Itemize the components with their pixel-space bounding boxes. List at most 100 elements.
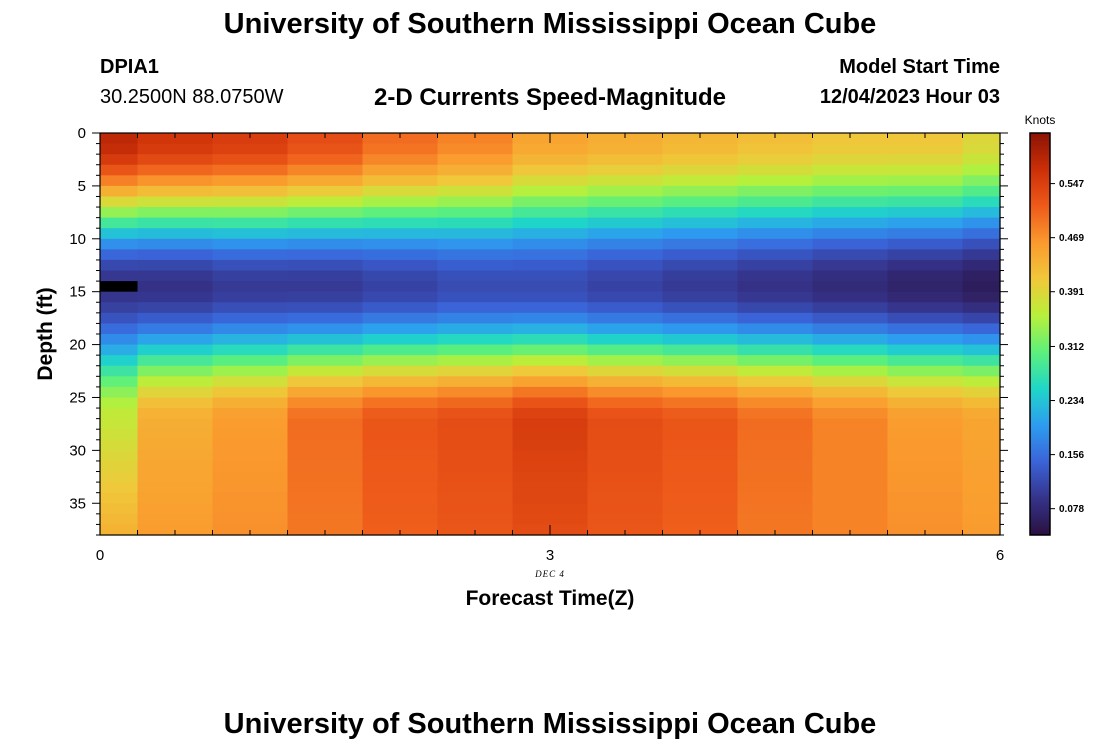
heatmap-cell bbox=[437, 365, 514, 377]
heatmap-cell bbox=[737, 164, 814, 176]
heatmap-cell bbox=[212, 503, 289, 515]
heatmap-cell bbox=[512, 429, 589, 441]
heatmap-cell bbox=[962, 471, 1001, 483]
heatmap-cell bbox=[137, 344, 214, 356]
heatmap-cell bbox=[662, 175, 739, 187]
heatmap-cell bbox=[662, 291, 739, 303]
heatmap-cell bbox=[887, 492, 964, 504]
heatmap-cell bbox=[287, 291, 364, 303]
heatmap-cell bbox=[662, 164, 739, 176]
heatmap-cell bbox=[737, 281, 814, 293]
heatmap-cell bbox=[212, 228, 289, 240]
heatmap-cell bbox=[212, 259, 289, 272]
heatmap-cell bbox=[100, 397, 139, 409]
station-id: DPIA1 bbox=[100, 56, 159, 78]
heatmap-cell bbox=[512, 482, 589, 494]
heatmap-cell bbox=[100, 154, 139, 166]
heatmap-cell bbox=[100, 259, 139, 272]
station-coordinates: 30.2500N 88.0750W bbox=[100, 86, 284, 108]
heatmap-cell bbox=[362, 228, 439, 240]
heatmap-cell bbox=[287, 207, 364, 219]
heatmap-cell bbox=[287, 217, 364, 229]
heatmap-cell bbox=[887, 482, 964, 494]
heatmap-cell bbox=[587, 503, 664, 515]
heatmap-cell bbox=[662, 312, 739, 325]
heatmap-cell bbox=[962, 460, 1001, 473]
model-start-label: Model Start Time bbox=[839, 56, 1000, 78]
heatmap-cell bbox=[887, 312, 964, 325]
heatmap-cell bbox=[887, 323, 964, 335]
heatmap-cell bbox=[887, 217, 964, 229]
x-tick-label: 6 bbox=[996, 547, 1004, 564]
heatmap-cell bbox=[512, 228, 589, 240]
heatmap-cell bbox=[437, 450, 514, 462]
heatmap-cell bbox=[212, 355, 289, 367]
y-tick-label: 25 bbox=[69, 389, 86, 406]
heatmap-cell bbox=[887, 133, 964, 145]
heatmap-cell bbox=[362, 312, 439, 325]
heatmap-cell bbox=[812, 259, 889, 272]
heatmap-cell bbox=[137, 439, 214, 451]
heatmap-cell bbox=[437, 281, 514, 293]
heatmap-cell bbox=[287, 471, 364, 483]
heatmap-cell bbox=[362, 471, 439, 483]
heatmap-cell bbox=[662, 482, 739, 494]
heatmap-cell bbox=[887, 270, 964, 282]
heatmap-cell bbox=[812, 429, 889, 441]
heatmap-cell bbox=[212, 175, 289, 187]
heatmap-cell bbox=[212, 492, 289, 504]
heatmap-cell bbox=[662, 281, 739, 293]
page-title: University of Southern Mississippi Ocean… bbox=[223, 8, 877, 40]
heatmap-cell bbox=[662, 133, 739, 145]
heatmap-cell bbox=[287, 418, 364, 430]
heatmap-cell bbox=[662, 249, 739, 261]
heatmap-cell bbox=[587, 133, 664, 145]
heatmap-cell bbox=[212, 217, 289, 229]
heatmap-cell bbox=[137, 196, 214, 208]
heatmap-cell bbox=[137, 429, 214, 441]
heatmap-cell bbox=[587, 302, 664, 314]
heatmap-cell bbox=[362, 408, 439, 420]
heatmap-cell bbox=[437, 408, 514, 420]
heatmap-cell bbox=[362, 450, 439, 462]
heatmap-cell bbox=[812, 482, 889, 494]
heatmap-cell bbox=[100, 408, 139, 420]
heatmap-cell bbox=[100, 482, 139, 494]
heatmap-cell bbox=[512, 386, 589, 399]
heatmap-cell bbox=[287, 302, 364, 314]
heatmap-cell bbox=[212, 238, 289, 250]
heatmap-cell bbox=[662, 450, 739, 462]
heatmap-cell bbox=[587, 291, 664, 303]
heatmap-cell bbox=[437, 259, 514, 272]
heatmap-cell bbox=[662, 334, 739, 346]
heatmap-cell bbox=[512, 397, 589, 409]
heatmap-cell bbox=[512, 344, 589, 356]
heatmap-cell bbox=[737, 228, 814, 240]
heatmap-cell bbox=[212, 386, 289, 399]
heatmap-cell bbox=[100, 429, 139, 441]
heatmap-cell bbox=[287, 365, 364, 377]
heatmap-cell bbox=[587, 334, 664, 346]
heatmap-cell bbox=[362, 270, 439, 282]
heatmap-cell bbox=[962, 524, 1001, 536]
heatmap-cell bbox=[212, 302, 289, 314]
heatmap-cell bbox=[362, 503, 439, 515]
colorbar-tick-label: 0.547 bbox=[1059, 179, 1084, 190]
heatmap-cell bbox=[587, 471, 664, 483]
heatmap-cell bbox=[437, 312, 514, 325]
heatmap-cell bbox=[812, 355, 889, 367]
heatmap-cell bbox=[737, 408, 814, 420]
heatmap-cell bbox=[137, 154, 214, 166]
y-axis-title: Depth (ft) bbox=[34, 287, 57, 380]
heatmap-cell bbox=[212, 365, 289, 377]
heatmap-cell bbox=[212, 185, 289, 198]
heatmap-cell bbox=[962, 291, 1001, 303]
heatmap-cell bbox=[212, 344, 289, 356]
heatmap-cell bbox=[887, 471, 964, 483]
heatmap-cell bbox=[137, 334, 214, 346]
heatmap-cell bbox=[100, 513, 139, 526]
heatmap-cell bbox=[137, 450, 214, 462]
heatmap-cell bbox=[137, 471, 214, 483]
heatmap-cell bbox=[587, 408, 664, 420]
heatmap-cell bbox=[512, 207, 589, 219]
